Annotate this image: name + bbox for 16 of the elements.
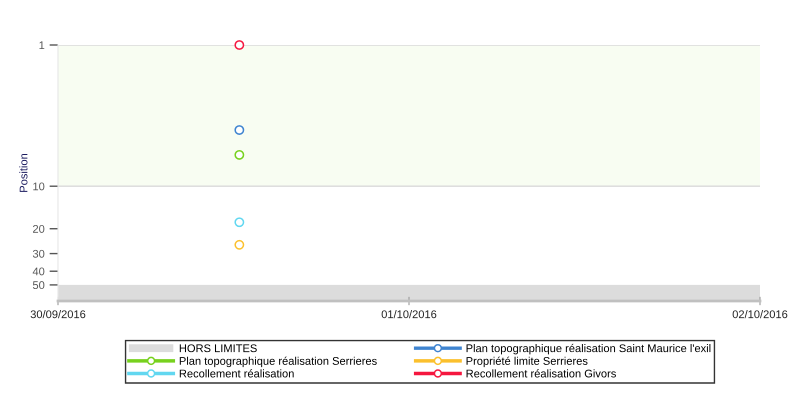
y-tick-label: 40 — [32, 267, 44, 276]
x-tick-label: 02/10/2016 — [732, 310, 788, 318]
legend-label: HORS LIMITES — [180, 344, 257, 352]
legend-label: Recollement réalisation Givors — [466, 369, 616, 378]
x-tick-label: 30/09/2016 — [30, 310, 86, 318]
y-tick-label: 30 — [32, 250, 44, 258]
x-tick-label: 01/10/2016 — [382, 310, 436, 318]
y-tick-label: 10 — [33, 182, 44, 190]
legend-label: Plan topographique réalisation Saint Maurice l'exil — [466, 344, 710, 354]
y-tick-label: 1 — [39, 41, 44, 50]
y-tick-label: 50 — [32, 281, 44, 290]
legend-label: Plan topographique réalisation Serrieres — [180, 356, 377, 368]
legend-label: Recollement réalisation — [180, 369, 294, 378]
y-tick-label: 20 — [33, 224, 44, 233]
legend-label: Propriété limite Serrieres — [466, 356, 588, 368]
y-axis-title: Position — [19, 154, 28, 192]
